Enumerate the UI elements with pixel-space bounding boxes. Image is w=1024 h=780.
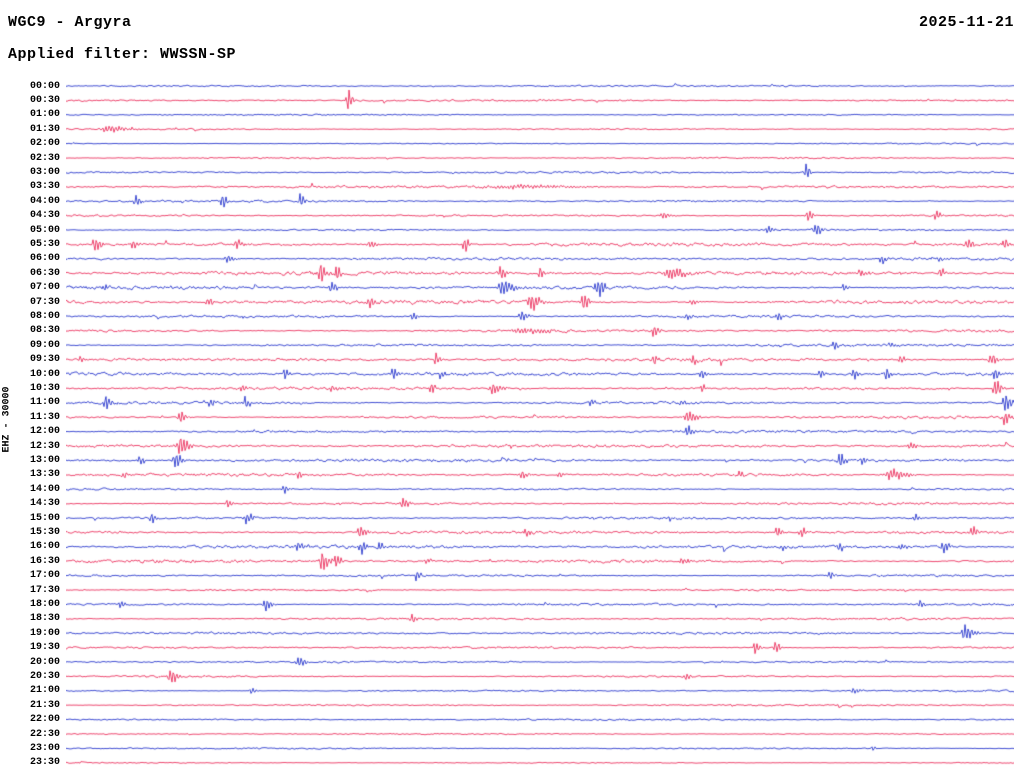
time-label: 23:30: [29, 757, 60, 769]
time-label: 16:30: [29, 555, 60, 567]
helicorder-plot: EHZ - 30000 00:00 00:30 01:00 01:30 02:00 02:…: [0, 78, 1024, 778]
time-label: 15:30: [29, 526, 60, 538]
header: WGC9 - Argyra 2025-11-21: [8, 14, 1014, 31]
time-label: 15:00: [29, 512, 60, 524]
time-label: 09:00: [29, 339, 60, 351]
seismogram-trace-canvas: [66, 78, 1014, 773]
time-label: 03:00: [29, 166, 60, 178]
time-axis-labels: 00:00 00:30 01:00 01:30 02:00 02:30 03:00 03:30…: [0, 78, 62, 778]
time-label: 17:00: [29, 570, 60, 582]
date-label: 2025-11-21: [918, 14, 1014, 31]
time-label: 00:00: [29, 80, 60, 92]
time-label: 00:30: [29, 94, 60, 106]
filter-label: Applied filter: WWSSN-SP: [8, 46, 237, 63]
time-label: 03:30: [29, 181, 60, 193]
time-label: 08:00: [29, 310, 60, 322]
time-label: 22:30: [29, 728, 60, 740]
time-label: 02:30: [29, 152, 60, 164]
time-label: 22:00: [29, 714, 60, 726]
time-label: 07:30: [29, 296, 60, 308]
time-label: 19:00: [29, 627, 60, 639]
station-title: WGC9 - Argyra: [8, 14, 132, 31]
time-label: 10:00: [29, 368, 60, 380]
time-label: 21:30: [29, 699, 60, 711]
time-label: 11:30: [29, 411, 60, 423]
time-label: 17:30: [29, 584, 60, 596]
time-label: 13:30: [29, 469, 60, 481]
time-label: 10:30: [29, 382, 60, 394]
time-label: 18:00: [29, 598, 60, 610]
time-label: 07:00: [29, 282, 60, 294]
time-label: 21:00: [29, 685, 60, 697]
time-label: 05:00: [29, 224, 60, 236]
time-label: 14:00: [29, 483, 60, 495]
time-label: 13:00: [29, 454, 60, 466]
time-label: 01:30: [29, 123, 60, 135]
time-label: 05:30: [29, 238, 60, 250]
time-label: 09:30: [29, 354, 60, 366]
time-label: 19:30: [29, 642, 60, 654]
time-label: 06:00: [29, 253, 60, 265]
time-label: 23:00: [29, 742, 60, 754]
time-label: 18:30: [29, 613, 60, 625]
time-label: 02:00: [29, 138, 60, 150]
time-label: 06:30: [29, 267, 60, 279]
time-label: 14:30: [29, 498, 60, 510]
time-label: 20:00: [29, 656, 60, 668]
time-label: 20:30: [29, 670, 60, 682]
time-label: 04:00: [29, 195, 60, 207]
time-label: 08:30: [29, 325, 60, 337]
time-label: 11:00: [29, 397, 60, 409]
time-label: 16:00: [29, 541, 60, 553]
time-label: 12:30: [29, 440, 60, 452]
time-label: 04:30: [29, 210, 60, 222]
time-label: 12:00: [29, 426, 60, 438]
time-label: 01:00: [29, 109, 60, 121]
